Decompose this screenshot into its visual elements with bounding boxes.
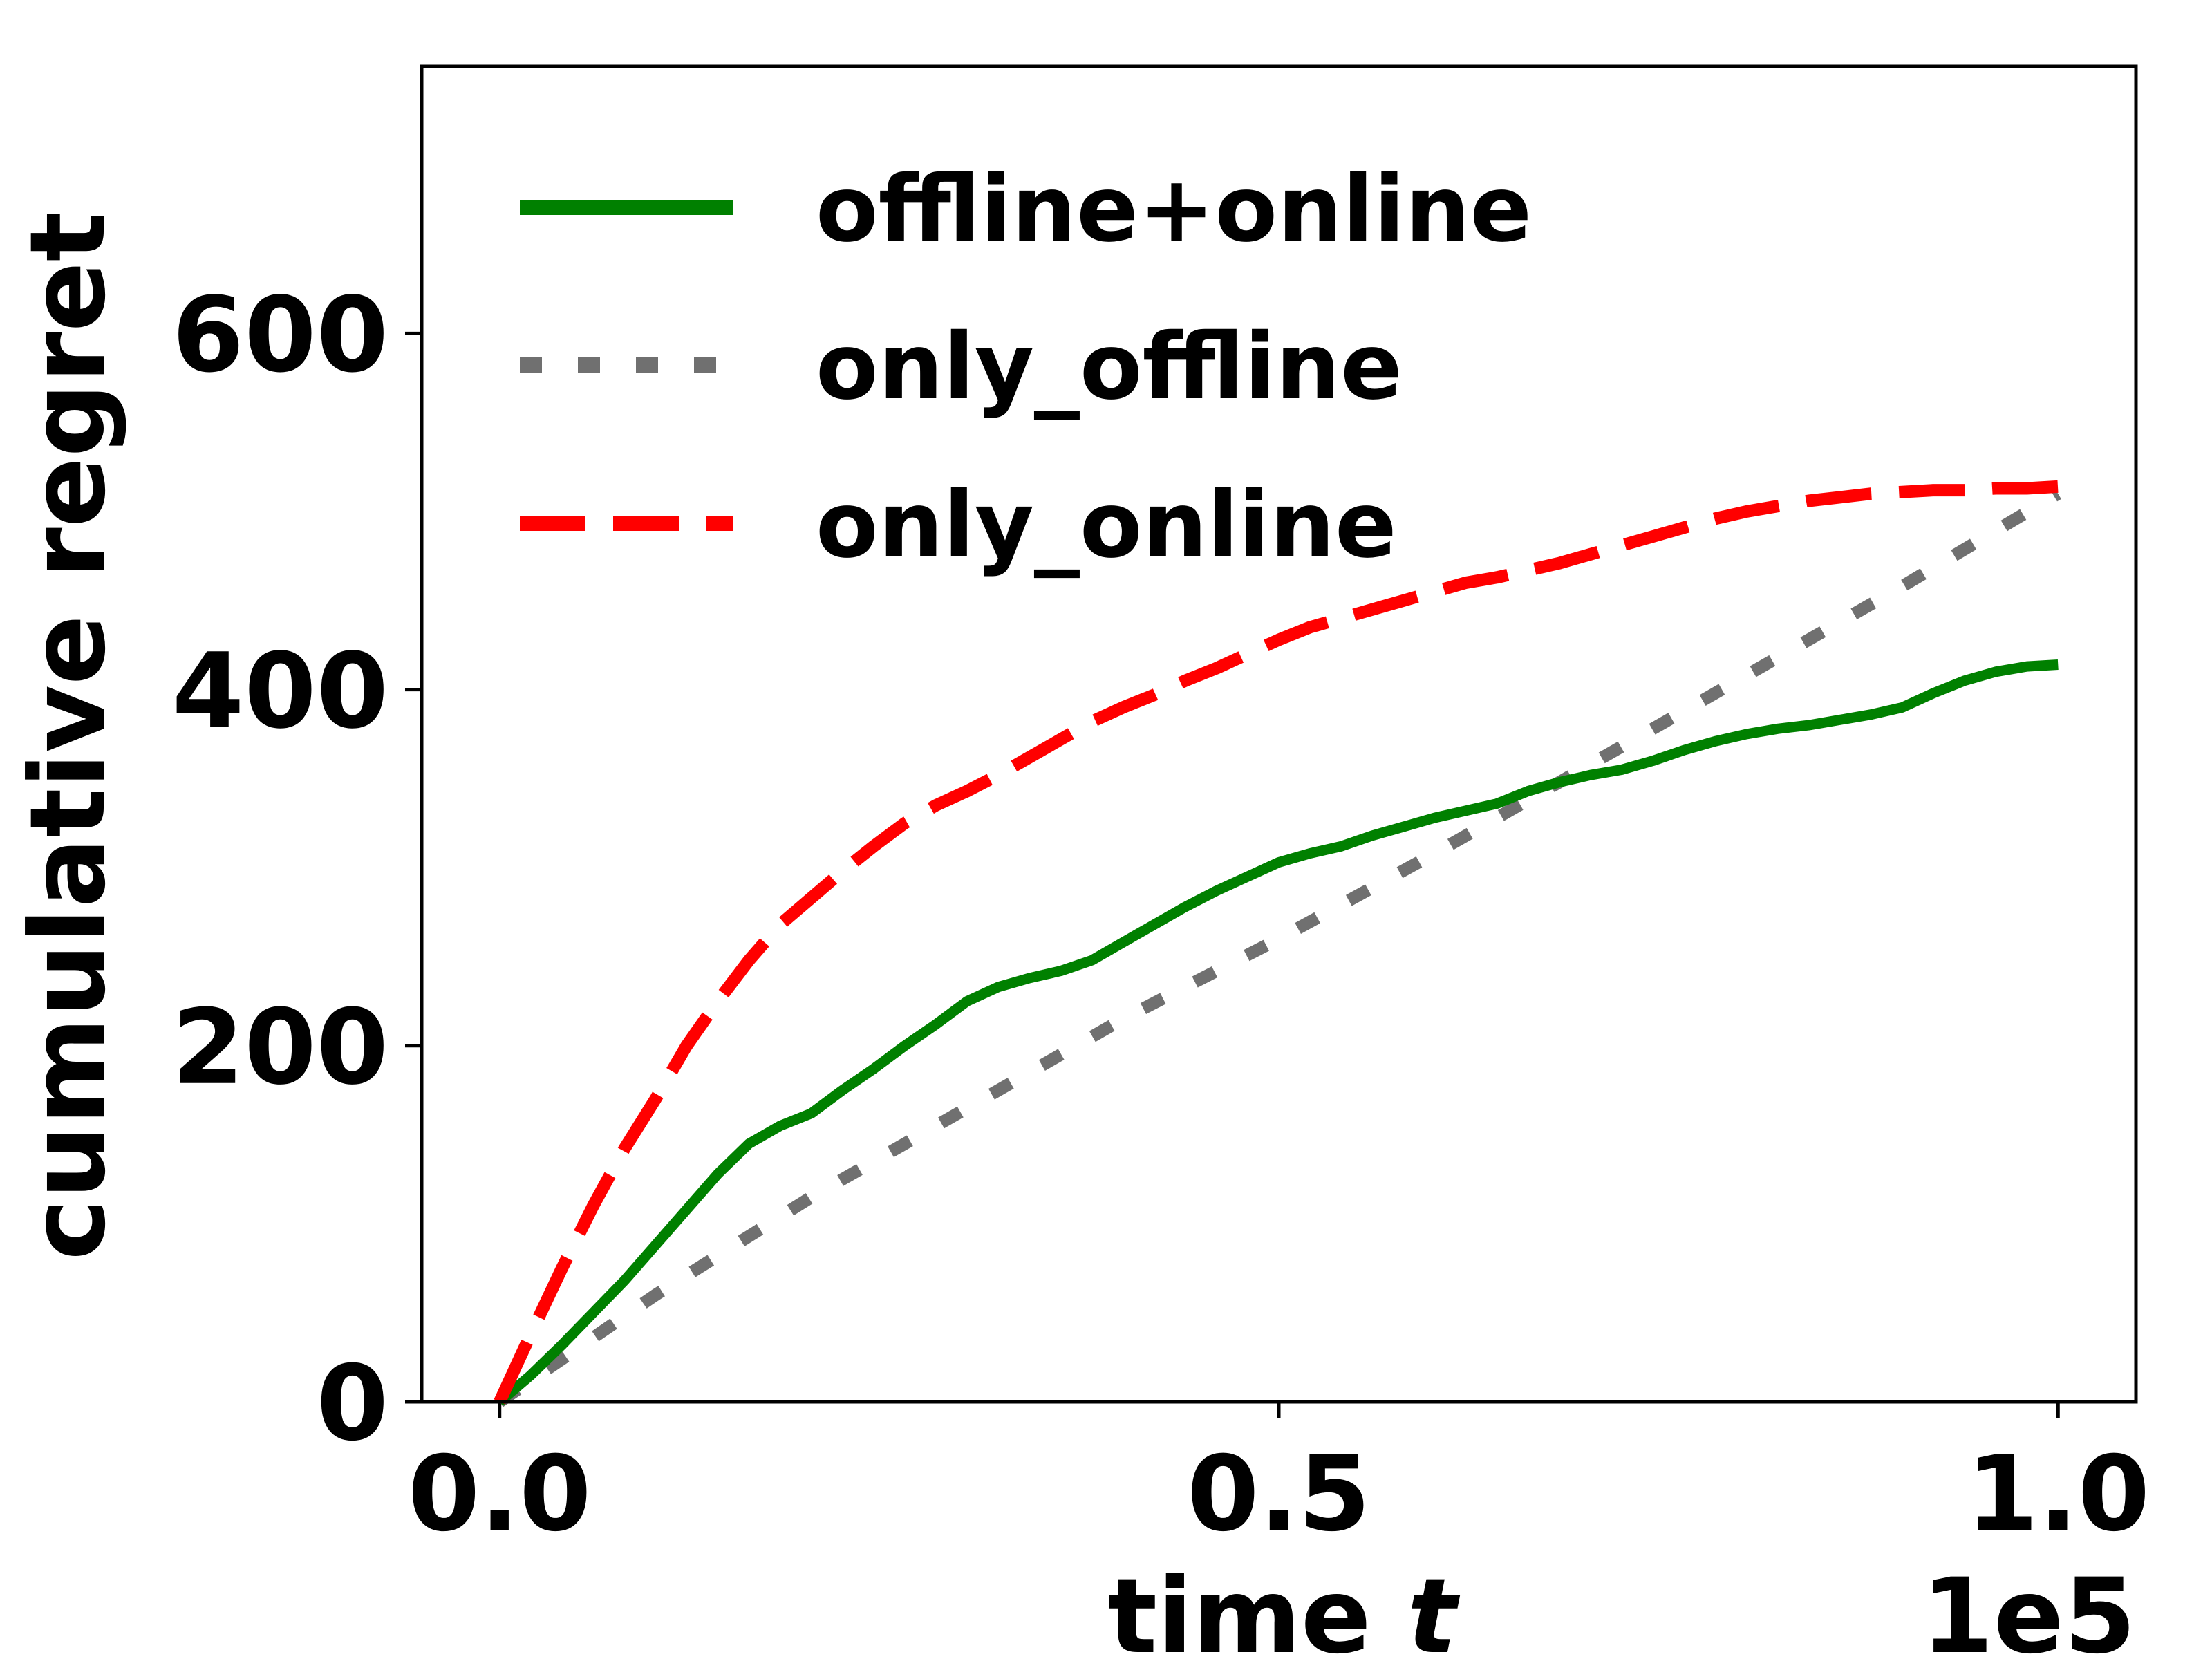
legend: offline+online only_offline only_online	[520, 156, 1532, 579]
x-axis-label-variable: t	[1407, 1557, 1461, 1659]
axis-ticks: 0.0 0.5 1.0 0 200 400 600	[172, 275, 2150, 1555]
y-tick-label: 600	[172, 275, 388, 395]
legend-label-only-online: only_online	[816, 472, 1397, 579]
series-line-offline-online	[496, 659, 2059, 1406]
y-tick-label: 0	[317, 1344, 388, 1464]
series-line-only-online	[494, 480, 2059, 1405]
x-tick-label: 1.0	[1966, 1434, 2150, 1555]
y-tick-label: 200	[172, 988, 388, 1108]
x-axis-label: time t	[1107, 1557, 1460, 1659]
x-tick-label: 0.5	[1187, 1434, 1371, 1555]
y-tick-label: 400	[172, 632, 388, 752]
legend-label-offline-online: offline+online	[816, 156, 1532, 263]
plot-frame	[420, 64, 2138, 1404]
legend-label-only-offline: only_offline	[816, 314, 1403, 420]
y-axis-label: cumulative regret	[8, 212, 129, 1261]
series-lines	[494, 480, 2061, 1407]
x-tick-label: 0.0	[408, 1434, 592, 1555]
series-line-only-offline	[496, 488, 2061, 1407]
x-axis-label-text: time	[1107, 1557, 1371, 1659]
x-axis-offset-label: 1e5	[1922, 1557, 2136, 1659]
